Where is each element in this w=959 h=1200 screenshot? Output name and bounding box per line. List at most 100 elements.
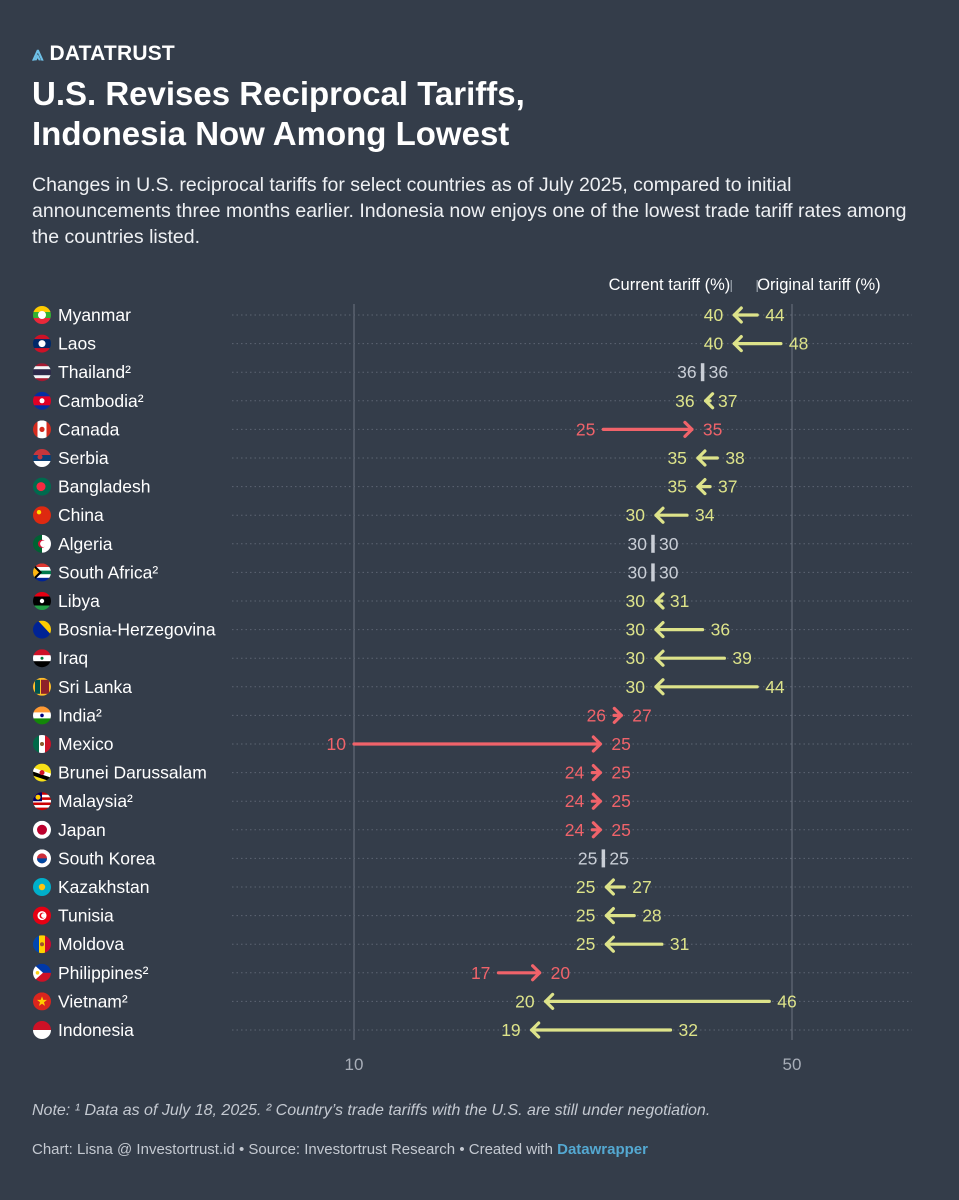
country-label: Kazakhstan — [58, 877, 149, 897]
original-value-label: 24 — [565, 791, 585, 811]
tariff-arrow-head — [703, 392, 715, 410]
country-label: Philippines² — [58, 963, 149, 983]
current-value-label: 25 — [576, 906, 595, 926]
cambodia-flag-icon — [33, 391, 51, 410]
original-value-label: 39 — [732, 648, 751, 668]
tariff-arrow-head — [654, 506, 665, 524]
current-value-label: 40 — [704, 305, 724, 325]
original-value-label: 37 — [718, 391, 737, 411]
myanmar-flag-icon — [33, 306, 51, 324]
country-label: Japan — [58, 820, 106, 840]
china-flag-icon — [33, 506, 51, 525]
row-iraq: Iraq 30 39 — [33, 648, 912, 668]
row-mexico: Mexico 25 10 — [33, 734, 912, 754]
tariff-arrow-head — [696, 478, 707, 496]
chart-title-line-2: Indonesia Now Among Lowest — [32, 115, 510, 152]
original-value-label: 32 — [679, 1020, 698, 1040]
tariff-arrow-head — [604, 906, 615, 925]
current-value-label: 30 — [626, 620, 646, 640]
current-value-label: 36 — [675, 391, 694, 411]
tariff-arrow-head — [696, 449, 707, 467]
libya-flag-icon — [33, 592, 51, 610]
original-value-label: 46 — [777, 991, 796, 1011]
country-label: Sri Lanka — [58, 677, 132, 697]
country-label: Canada — [58, 419, 120, 439]
current-value-label: 19 — [501, 1020, 520, 1040]
row-sri-lanka: Sri Lanka 30 44 — [33, 677, 912, 697]
current-value-label: 35 — [703, 419, 722, 439]
country-label: Malaysia² — [58, 791, 133, 811]
current-value-label: 25 — [576, 877, 595, 897]
legend-original-tariff: Original tariff (%) — [757, 276, 880, 294]
row-south-korea: South Korea 25 25 — [33, 848, 912, 868]
original-value-label: 31 — [670, 591, 689, 611]
india-flag-icon — [33, 706, 51, 725]
original-value-label: 37 — [718, 477, 737, 497]
tariff-arrow-head — [732, 334, 743, 353]
tariff-arrow-head — [683, 420, 694, 438]
tariff-arrow-head — [604, 878, 615, 896]
tariff-arrow-head — [530, 1021, 541, 1039]
row-brunei-darussalam: Brunei Darussalam 25 24 — [33, 763, 912, 783]
tariff-arrow-head — [544, 992, 555, 1011]
country-label: Thailand² — [58, 362, 131, 382]
current-value-label: 30 — [626, 505, 646, 525]
current-value-label: 25 — [611, 763, 630, 783]
row-tunisia: Tunisia 25 28 — [33, 906, 912, 926]
tariff-arrow-head — [591, 792, 602, 810]
kazakhstan-flag-icon — [33, 878, 51, 896]
country-label: Bosnia-Herzegovina — [58, 620, 216, 640]
tariff-arrow-head — [591, 735, 602, 753]
row-malaysia: Malaysia² 25 24 — [33, 791, 912, 811]
original-value-label: 27 — [632, 877, 651, 897]
iraq-flag-icon — [33, 649, 51, 668]
datawrapper-link[interactable]: Datawrapper — [557, 1141, 648, 1158]
chart-title-line-1: U.S. Revises Reciprocal Tariffs, — [32, 75, 525, 112]
country-label: Libya — [58, 591, 100, 611]
current-value-label: 30 — [626, 591, 646, 611]
row-kazakhstan: Kazakhstan 25 27 — [33, 877, 912, 897]
row-bosnia-herzegovina: Bosnia-Herzegovina 30 36 — [33, 620, 912, 640]
original-value-label: 24 — [565, 820, 585, 840]
indonesia-flag-icon — [33, 1021, 51, 1039]
country-label: Iraq — [58, 648, 88, 668]
original-value-label: 34 — [695, 505, 715, 525]
country-label: Mexico — [58, 734, 113, 754]
current-value-label: 25 — [611, 791, 630, 811]
current-value-label: 27 — [632, 705, 651, 725]
country-label: Bangladesh — [58, 477, 150, 497]
country-label: Tunisia — [58, 906, 114, 926]
legend-current-tariff: Current tariff (%) — [609, 276, 731, 294]
original-value-label: 44 — [765, 677, 785, 697]
bosnia-flag-icon — [33, 620, 51, 639]
x-tick-label-50: 50 — [783, 1055, 802, 1074]
row-bangladesh: Bangladesh 35 37 — [33, 477, 912, 497]
row-thailand: Thailand² 36 36 — [33, 362, 912, 382]
bangladesh-flag-icon — [33, 477, 51, 496]
tariff-arrow-head — [612, 706, 623, 724]
credits: Chart: Lisna @ Investortrust.id • Source… — [32, 1141, 648, 1158]
serbia-flag-icon — [33, 449, 51, 467]
current-value-label: 35 — [667, 477, 686, 497]
chart-title: U.S. Revises Reciprocal Tariffs, Indones… — [32, 74, 912, 154]
current-value-label: 40 — [704, 334, 724, 354]
japan-flag-icon — [33, 820, 51, 839]
current-value-label: 35 — [667, 448, 686, 468]
current-value-label: 30 — [626, 648, 646, 668]
sri-lanka-flag-icon — [33, 677, 51, 696]
row-moldova: Moldova 25 31 — [33, 934, 912, 954]
country-label: South Africa² — [58, 562, 158, 582]
tariff-arrow-head — [654, 592, 665, 610]
malaysia-flag-icon — [33, 792, 51, 811]
country-label: South Korea — [58, 848, 156, 868]
philippines-flag-icon — [33, 963, 51, 982]
country-label: Vietnam² — [58, 991, 128, 1011]
current-value-label: 25 — [578, 848, 597, 868]
current-value-label: 30 — [628, 562, 648, 582]
tariff-arrow-head — [531, 964, 542, 982]
current-value-label: 20 — [515, 991, 535, 1011]
row-south-africa: South Africa² 30 30 — [33, 562, 912, 582]
current-value-label: 20 — [551, 963, 571, 983]
original-value-label: 36 — [709, 362, 728, 382]
thailand-flag-icon — [33, 363, 51, 382]
